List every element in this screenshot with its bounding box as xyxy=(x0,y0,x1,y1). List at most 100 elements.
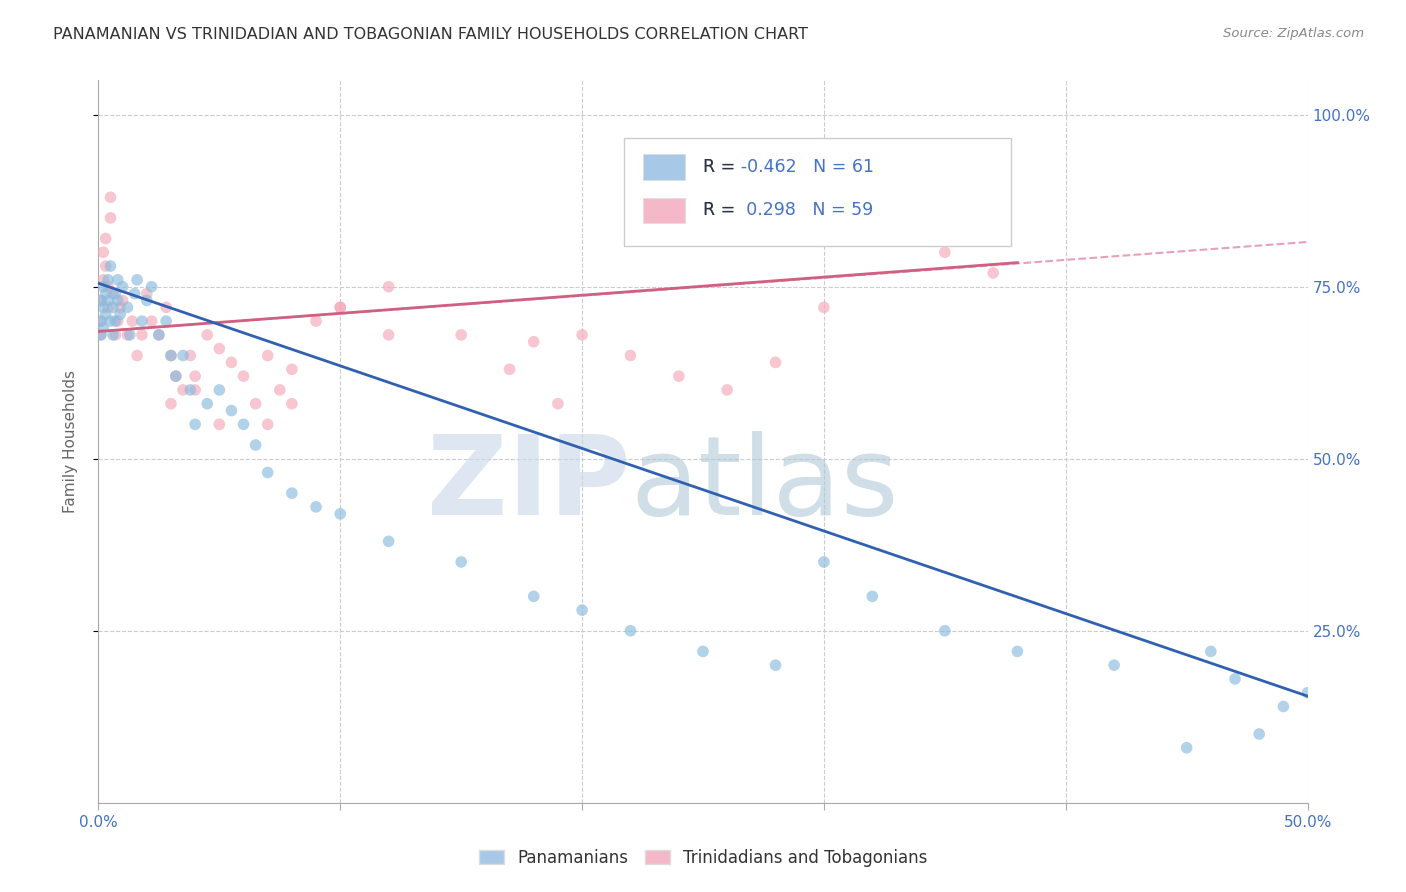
Point xyxy=(148,327,170,342)
Point xyxy=(860,590,883,604)
Point xyxy=(981,266,1004,280)
Point xyxy=(232,417,254,432)
Point xyxy=(135,286,157,301)
Text: R =: R = xyxy=(703,202,735,219)
Point xyxy=(104,286,127,301)
Point xyxy=(377,279,399,293)
Point xyxy=(100,190,122,204)
Text: R =  0.298   N = 59: R = 0.298 N = 59 xyxy=(703,202,873,219)
Point xyxy=(101,327,124,342)
Point xyxy=(1296,686,1319,700)
Point xyxy=(148,327,170,342)
Point xyxy=(111,279,134,293)
Point xyxy=(101,286,124,301)
Point xyxy=(141,314,163,328)
Point xyxy=(160,349,183,363)
Point xyxy=(94,307,117,321)
Point xyxy=(269,383,291,397)
Point xyxy=(208,417,231,432)
Point xyxy=(108,307,131,321)
Point xyxy=(256,417,278,432)
Point xyxy=(141,279,163,293)
Point xyxy=(131,327,153,342)
Point xyxy=(131,314,153,328)
Point xyxy=(165,369,187,384)
Point xyxy=(377,327,399,342)
Point xyxy=(172,383,194,397)
Point xyxy=(90,314,112,328)
Point xyxy=(1199,644,1222,658)
Point xyxy=(179,349,201,363)
Point xyxy=(179,383,201,397)
FancyBboxPatch shape xyxy=(643,154,685,179)
Point xyxy=(97,301,120,315)
Point xyxy=(329,301,352,315)
Point xyxy=(619,624,641,638)
Point xyxy=(221,355,243,369)
Point xyxy=(91,301,114,315)
Point xyxy=(281,486,304,500)
Point xyxy=(571,603,593,617)
Point xyxy=(135,293,157,308)
Point xyxy=(111,293,134,308)
Point xyxy=(97,279,120,293)
FancyBboxPatch shape xyxy=(624,138,1011,246)
Point xyxy=(1102,658,1125,673)
Text: atlas: atlas xyxy=(630,432,898,539)
Text: Source: ZipAtlas.com: Source: ZipAtlas.com xyxy=(1223,27,1364,40)
Point xyxy=(450,327,472,342)
Point xyxy=(934,245,956,260)
Point xyxy=(117,327,139,342)
Point xyxy=(256,349,278,363)
Point xyxy=(1223,672,1246,686)
Point xyxy=(165,369,187,384)
Point xyxy=(934,624,956,638)
Text: ZIP: ZIP xyxy=(427,432,630,539)
Point xyxy=(245,438,267,452)
Point xyxy=(97,293,120,308)
Point xyxy=(107,293,129,308)
Point xyxy=(571,327,593,342)
Point xyxy=(184,369,207,384)
Point xyxy=(329,301,352,315)
Text: PANAMANIAN VS TRINIDADIAN AND TOBAGONIAN FAMILY HOUSEHOLDS CORRELATION CHART: PANAMANIAN VS TRINIDADIAN AND TOBAGONIAN… xyxy=(53,27,808,42)
Point xyxy=(107,273,129,287)
Point xyxy=(127,349,149,363)
Point xyxy=(160,397,183,411)
Point xyxy=(450,555,472,569)
Point xyxy=(813,555,835,569)
Point xyxy=(281,397,304,411)
Point xyxy=(523,334,546,349)
Point xyxy=(498,362,520,376)
Point xyxy=(195,327,218,342)
Point xyxy=(155,301,177,315)
Point xyxy=(104,314,127,328)
Legend: Panamanians, Trinidadians and Tobagonians: Panamanians, Trinidadians and Tobagonian… xyxy=(478,848,928,867)
Point xyxy=(221,403,243,417)
Point xyxy=(107,314,129,328)
Point xyxy=(208,383,231,397)
Point xyxy=(547,397,569,411)
Point xyxy=(108,301,131,315)
Point xyxy=(104,327,127,342)
Point xyxy=(195,397,218,411)
Point xyxy=(184,383,207,397)
Point xyxy=(377,534,399,549)
Point xyxy=(305,314,328,328)
Point xyxy=(184,417,207,432)
Point xyxy=(765,355,787,369)
Point xyxy=(160,349,183,363)
Point xyxy=(1249,727,1271,741)
Point xyxy=(90,293,112,308)
Point xyxy=(208,342,231,356)
Point xyxy=(155,314,177,328)
Point xyxy=(100,211,122,225)
Point xyxy=(91,245,114,260)
Point xyxy=(305,500,328,514)
Point xyxy=(94,231,117,245)
Point xyxy=(619,349,641,363)
Point xyxy=(91,279,114,293)
Point xyxy=(281,362,304,376)
Point xyxy=(692,644,714,658)
Point xyxy=(245,397,267,411)
